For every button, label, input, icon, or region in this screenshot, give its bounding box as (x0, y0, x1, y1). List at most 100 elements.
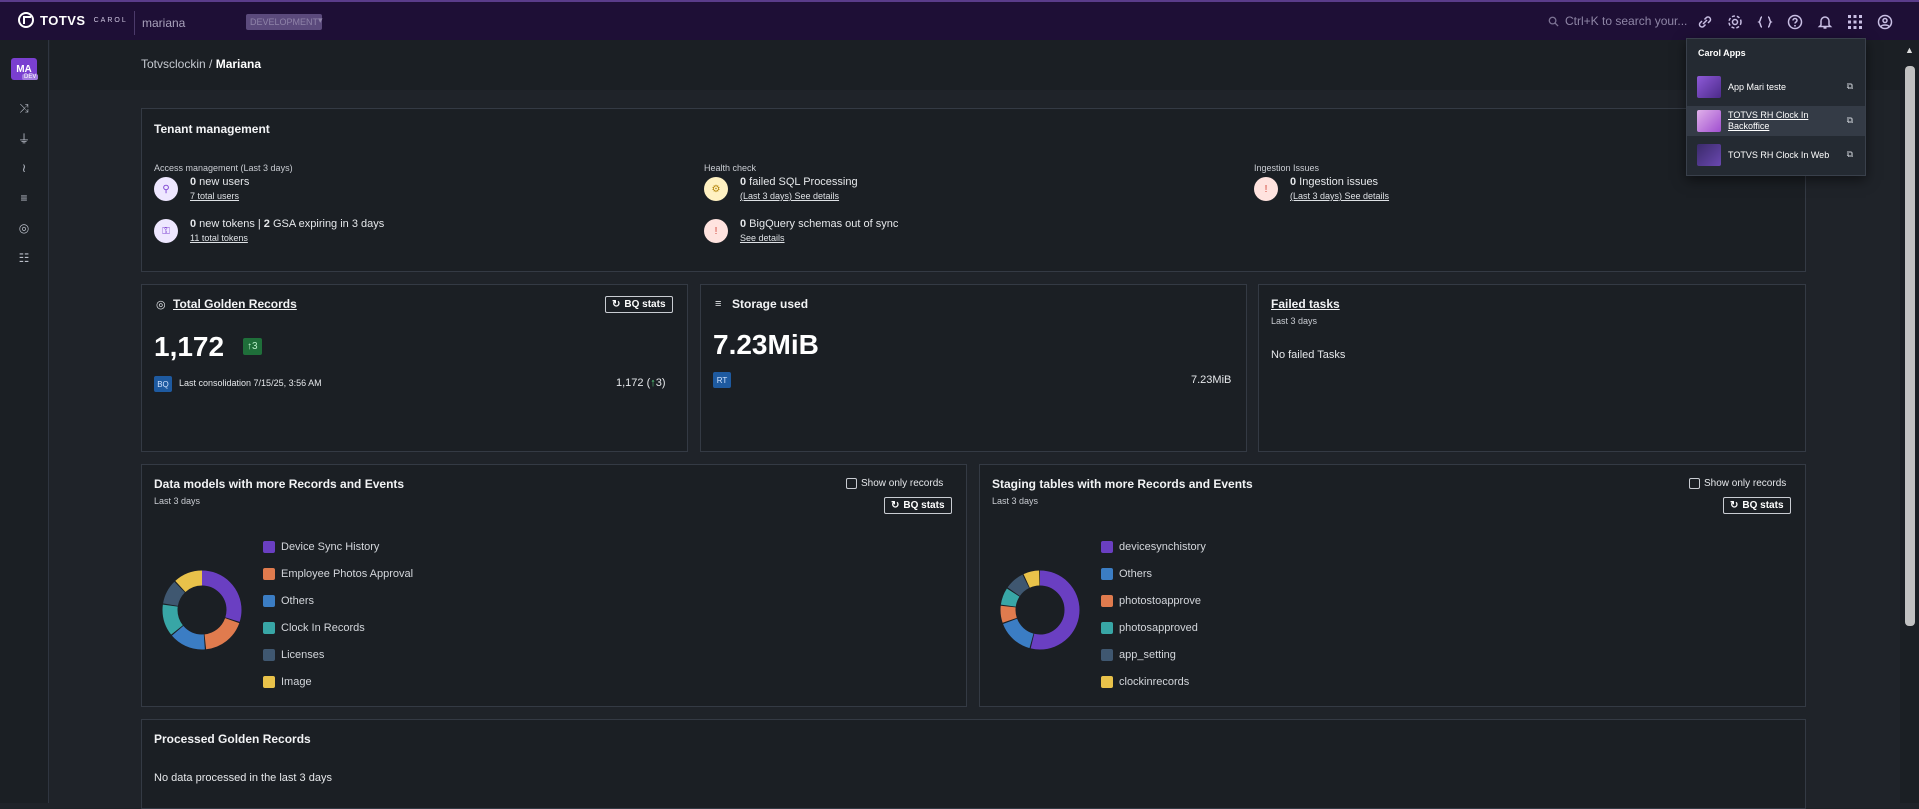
external-link-icon[interactable]: ⧉ (1846, 149, 1853, 159)
database-icon[interactable]: ≡ (20, 191, 28, 205)
app-item-clock-in-web[interactable]: TOTVS RH Clock In Web ⧉ (1687, 140, 1865, 170)
list-icon[interactable]: ☷ (18, 251, 30, 265)
bq-stats-button[interactable]: ↻ BQ stats (1723, 497, 1791, 514)
bq-stats-button[interactable]: ↻ BQ stats (605, 296, 673, 313)
total-tokens-link[interactable]: 11 total tokens (190, 233, 248, 243)
failed-sql: 0 failed SQL Processing (740, 176, 858, 188)
legend-item[interactable]: Clock In Records (263, 622, 365, 634)
checkbox[interactable] (846, 478, 857, 489)
environment-badge[interactable]: DEVELOPMENT (246, 14, 323, 30)
search-icon (1548, 16, 1559, 27)
total-users-link[interactable]: 7 total users (190, 191, 240, 201)
staging-donut (1000, 570, 1080, 650)
processed-title: Processed Golden Records (154, 732, 311, 746)
checkbox[interactable] (1689, 478, 1700, 489)
golden-records-title[interactable]: Total Golden Records (173, 297, 297, 311)
link-icon[interactable] (1696, 13, 1714, 31)
legend-item[interactable]: Image (263, 676, 312, 688)
legend-swatch (1101, 649, 1113, 661)
refresh-icon: ↻ (612, 299, 621, 310)
legend-item[interactable]: clockinrecords (1101, 676, 1189, 688)
data-models-sub: Last 3 days (154, 496, 201, 506)
bq-details-link[interactable]: See details (740, 233, 785, 243)
compass-icon[interactable]: ◎ (18, 221, 30, 235)
gear-icon[interactable] (1726, 13, 1744, 31)
card-title: Tenant management (154, 122, 270, 136)
legend-item[interactable]: Others (1101, 568, 1152, 580)
plug-icon[interactable]: ⏚ (17, 131, 30, 146)
legend-swatch (1101, 676, 1113, 688)
failed-tasks-title[interactable]: Failed tasks (1271, 297, 1340, 311)
breadcrumb-parent[interactable]: Totvsclockin (141, 57, 206, 71)
delta-badge: ↑3 (243, 338, 262, 355)
breadcrumb-current: Mariana (215, 57, 262, 71)
bq-stats-label: BQ stats (903, 500, 945, 511)
legend-swatch (1101, 541, 1113, 553)
help-icon[interactable] (1786, 13, 1804, 31)
brand-name: TOTVS (40, 12, 86, 28)
shuffle-icon[interactable]: ⤨ (19, 100, 29, 115)
tenant-name[interactable]: mariana (142, 16, 186, 30)
legend-item[interactable]: photosapproved (1101, 622, 1198, 634)
legend-item[interactable]: app_setting (1101, 649, 1176, 661)
external-link-icon[interactable]: ⧉ (1846, 81, 1853, 91)
bq-stats-label: BQ stats (624, 299, 666, 310)
breadcrumb: Totvsclockin / Mariana (141, 57, 262, 71)
legend-item[interactable]: photostoapprove (1101, 595, 1201, 607)
donut-slice (1000, 570, 1080, 650)
checkbox-label: Show only records (861, 478, 944, 489)
app-item-clock-in-backoffice[interactable]: TOTVS RH Clock In Backoffice ⧉ (1687, 106, 1865, 136)
legend-swatch (263, 541, 275, 553)
brand[interactable]: TOTVS CAROL (18, 12, 128, 28)
refresh-icon: ↻ (1730, 500, 1739, 511)
scrollbar[interactable]: ▲ (1900, 40, 1919, 803)
key-icon: ⚿ (154, 219, 178, 243)
carol-apps-title: Carol Apps (1698, 48, 1746, 58)
bq-stats-button[interactable]: ↻ BQ stats (884, 497, 952, 514)
sql-details-link[interactable]: (Last 3 days) See details (740, 191, 840, 201)
legend-item[interactable]: devicesynchistory (1101, 541, 1206, 553)
donut-slice (1000, 570, 1080, 650)
golden-records-card: ◎ Total Golden Records ↻ BQ stats 1,172 ↑… (141, 284, 688, 452)
carol-apps-dropdown: Carol Apps App Mari teste ⧉ TOTVS RH Clo… (1686, 38, 1866, 176)
main-content: Totvsclockin / Mariana Tenant management… (50, 40, 1900, 809)
legend-swatch (263, 649, 275, 661)
legend-item[interactable]: Licenses (263, 649, 324, 661)
data-models-title: Data models with more Records and Events (154, 477, 405, 491)
show-only-records-checkbox[interactable]: Show only records (1689, 478, 1786, 489)
processed-text: No data processed in the last 3 days (154, 772, 332, 784)
top-bar: TOTVS CAROL mariana DEVELOPMENT ▾ Ctrl+K… (0, 0, 1919, 40)
scroll-thumb[interactable] (1905, 66, 1915, 626)
app-label: TOTVS RH Clock In Backoffice (1728, 110, 1809, 131)
sidebar: MA DEV ⤨ ⏚ ≀ ≡ ◎ ☷ (0, 40, 49, 803)
legend-item[interactable]: Others (263, 595, 314, 607)
scroll-up-arrow-icon[interactable]: ▲ (1905, 45, 1914, 55)
divider (134, 11, 135, 35)
user-icon[interactable] (1876, 13, 1894, 31)
search-input[interactable]: Ctrl+K to search your... (1548, 14, 1687, 28)
bell-icon[interactable] (1816, 13, 1834, 31)
env-badge-small: DEV (22, 74, 39, 80)
show-only-records-checkbox[interactable]: Show only records (846, 478, 943, 489)
apps-grid-icon[interactable] (1846, 13, 1864, 31)
app-label: TOTVS RH Clock In Web (1728, 150, 1830, 160)
flow-icon[interactable]: ≀ (21, 161, 27, 175)
donut-slice (162, 570, 242, 650)
app-item-mari-teste[interactable]: App Mari teste ⧉ (1687, 72, 1865, 102)
ingestion-details-link[interactable]: (Last 3 days) See details (1290, 191, 1390, 201)
processing-icon: ⚙ (704, 177, 728, 201)
last-consolidation: Last consolidation 7/15/25, 3:56 AM (179, 378, 322, 388)
health-heading: Health check (704, 163, 757, 173)
external-link-icon[interactable]: ⧉ (1846, 115, 1853, 125)
app-thumbnail (1697, 144, 1721, 166)
app-label: App Mari teste (1728, 82, 1787, 92)
golden-records-summary: 1,172 (↑3) (616, 377, 666, 389)
chevron-down-icon[interactable]: ▾ (318, 15, 323, 25)
bq-schemas: 0 BigQuery schemas out of sync (740, 218, 899, 230)
legend-item[interactable]: Device Sync History (263, 541, 379, 553)
storage-right-value: 7.23MiB (1191, 374, 1232, 386)
legend-item[interactable]: Employee Photos Approval (263, 568, 413, 580)
code-icon[interactable] (1756, 13, 1774, 31)
breadcrumb-bar (50, 40, 1900, 90)
failed-tasks-card: Failed tasks Last 3 days No failed Tasks (1258, 284, 1806, 452)
